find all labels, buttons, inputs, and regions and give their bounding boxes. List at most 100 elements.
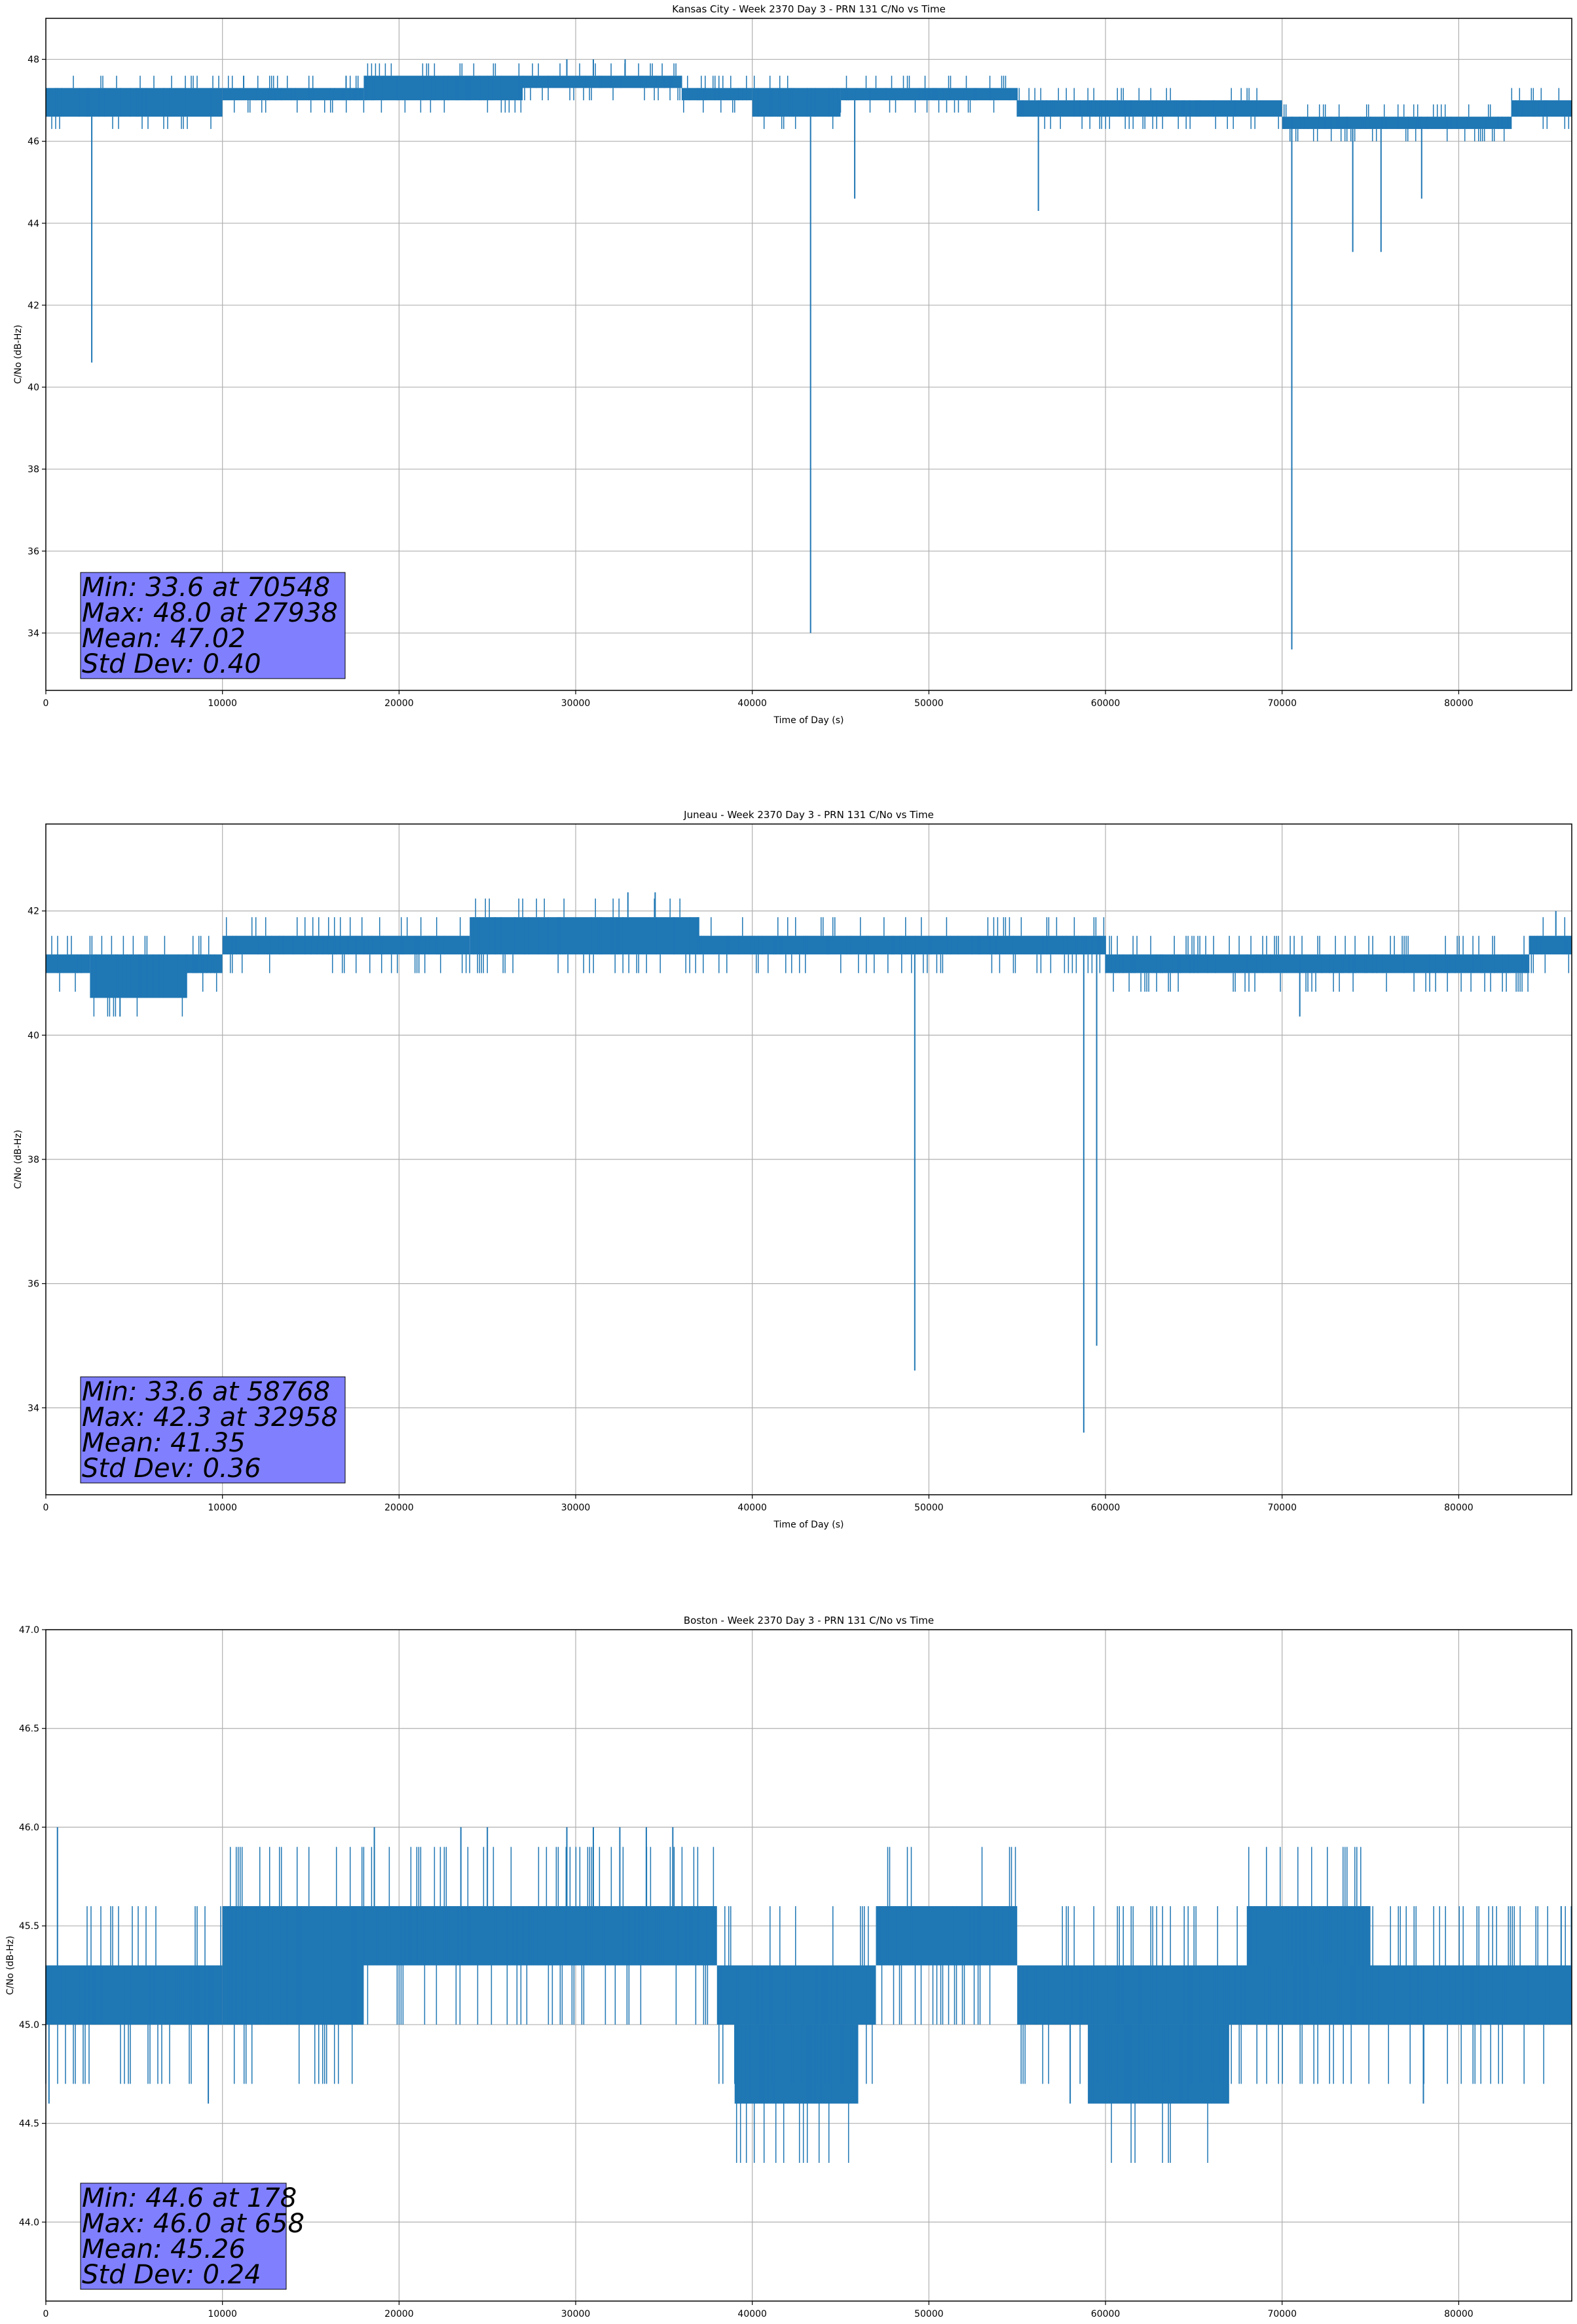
x-tick-label: 40000 — [737, 1503, 767, 1513]
stats-mean: Mean: 47.02 — [82, 624, 246, 654]
data-band — [876, 1906, 1018, 1966]
x-tick-label: 20000 — [384, 698, 414, 709]
y-axis-label: C/No (dB-Hz) — [13, 1130, 24, 1189]
data-noise — [51, 63, 1570, 141]
chart-panel-3: 0 10000 20000 30000 40000 50000 60000 70000 8000… — [5, 1615, 1572, 2319]
stats-std: Std Dev: 0.40 — [82, 649, 261, 679]
stats-mean: Mean: 45.26 — [82, 2234, 246, 2264]
x-tick-label: 50000 — [914, 698, 944, 709]
data-band — [681, 88, 752, 101]
x-tick-label: 0 — [43, 1503, 49, 1513]
y-tick-label: 44.5 — [19, 2119, 39, 2129]
stats-std: Std Dev: 0.36 — [82, 1453, 261, 1484]
y-tick-label: 47.0 — [19, 1625, 39, 1636]
data-band — [523, 75, 682, 88]
chart-panel-1: 0 10000 20000 30000 40000 50000 60000 70000 8000… — [13, 3, 1572, 726]
axes-frame — [45, 18, 1572, 691]
x-tick-label: 50000 — [914, 1503, 944, 1513]
chart-title: Boston - Week 2370 Day 3 - PRN 131 C/No … — [684, 1615, 934, 1626]
x-tick-label: 10000 — [208, 1503, 237, 1513]
data-band — [187, 954, 223, 973]
stats-mean: Mean: 41.35 — [82, 1428, 246, 1458]
stats-min: Min: 33.6 at 70548 — [82, 572, 330, 603]
x-tick-label: 10000 — [208, 698, 237, 709]
stats-box — [80, 1376, 346, 1484]
stats-max: Max: 48.0 at 27938 — [82, 598, 338, 628]
y-tick-label: 45.5 — [19, 1921, 39, 1932]
x-tick-label: 70000 — [1267, 698, 1297, 709]
x-tick-label: 40000 — [737, 698, 767, 709]
stats-min: Min: 44.6 at 178 — [82, 2183, 297, 2213]
x-axis-label: Time of Day (s) — [773, 1520, 844, 1530]
y-tick-label: 40 — [28, 383, 39, 393]
y-tick-label: 42 — [28, 907, 39, 917]
data-band — [222, 1906, 364, 2025]
y-tick-label: 36 — [28, 1279, 39, 1290]
y-tick-label: 34 — [28, 1403, 39, 1414]
data-band — [222, 935, 470, 955]
y-tick-label: 44.0 — [19, 2217, 39, 2228]
y-tick-label: 45.0 — [19, 2020, 39, 2031]
data-band — [699, 935, 929, 955]
stats-max: Max: 42.3 at 32958 — [82, 1402, 338, 1433]
data-band — [1282, 117, 1512, 129]
y-tick-label: 46.5 — [19, 1724, 39, 1734]
x-tick-label: 60000 — [1091, 698, 1121, 709]
y-axis-label: C/No (dB-Hz) — [13, 325, 24, 384]
stats-box — [80, 572, 346, 679]
stats-min: Min: 33.6 at 58768 — [82, 1377, 330, 1407]
data-band — [734, 2024, 859, 2104]
data-band — [46, 954, 90, 973]
x-tick-label: 60000 — [1091, 2309, 1121, 2319]
y-axis-label: C/No (dB-Hz) — [5, 1936, 16, 1995]
y-tick-label: 36 — [28, 546, 39, 557]
x-tick-label: 70000 — [1267, 2309, 1297, 2319]
x-tick-label: 0 — [43, 2309, 49, 2319]
y-tick-label: 44 — [28, 219, 39, 229]
data-band — [1017, 100, 1282, 117]
y-tick-label: 42 — [28, 301, 39, 311]
x-tick-label: 20000 — [384, 1503, 414, 1513]
x-tick-label: 40000 — [737, 2309, 767, 2319]
x-tick-label: 80000 — [1444, 698, 1474, 709]
data-band — [1512, 100, 1572, 117]
x-axis-label: Time of Day (s) — [773, 715, 844, 726]
x-tick-label: 30000 — [561, 2309, 591, 2319]
data-band — [363, 75, 523, 101]
data-band — [1105, 954, 1530, 973]
axes-frame — [45, 1629, 1572, 2302]
y-tick-label: 46 — [28, 137, 39, 147]
stats-std: Std Dev: 0.24 — [82, 2260, 261, 2290]
y-tick-label: 46.0 — [19, 1822, 39, 1833]
x-tick-label: 30000 — [561, 698, 591, 709]
chart-title: Kansas City - Week 2370 Day 3 - PRN 131 … — [672, 3, 946, 15]
y-tick-label: 38 — [28, 464, 39, 475]
data-band — [222, 88, 364, 101]
stats-max: Max: 46.0 at 658 — [82, 2209, 305, 2239]
x-tick-label: 70000 — [1267, 1503, 1297, 1513]
x-tick-label: 30000 — [561, 1503, 591, 1513]
x-tick-label: 60000 — [1091, 1503, 1121, 1513]
data-band — [46, 88, 223, 117]
stats-box — [80, 2183, 287, 2290]
x-tick-label: 20000 — [384, 2309, 414, 2319]
x-tick-label: 80000 — [1444, 2309, 1474, 2319]
data-band — [46, 1965, 223, 2025]
y-tick-label: 34 — [28, 628, 39, 639]
x-tick-label: 50000 — [914, 2309, 944, 2319]
y-tick-label: 40 — [28, 1030, 39, 1041]
x-tick-label: 0 — [43, 698, 49, 709]
data-band — [90, 954, 187, 998]
data-band — [1246, 1906, 1371, 1966]
data-band — [1529, 935, 1572, 955]
data-band — [752, 88, 841, 117]
data-band — [929, 935, 1106, 955]
y-tick-label: 48 — [28, 55, 39, 66]
y-tick-label: 38 — [28, 1155, 39, 1165]
x-tick-label: 80000 — [1444, 1503, 1474, 1513]
data-noise — [51, 898, 1570, 1017]
data-band — [470, 917, 699, 955]
data-band — [716, 1965, 876, 2025]
x-tick-label: 10000 — [208, 2309, 237, 2319]
